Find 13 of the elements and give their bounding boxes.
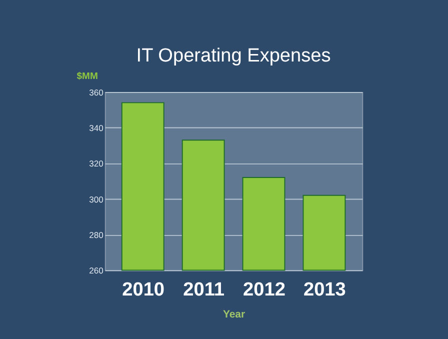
y-tick-label: 320 xyxy=(89,158,104,169)
x-tick-label: 2013 xyxy=(303,279,346,300)
y-tick-label: 340 xyxy=(89,122,104,133)
y-tick-label: 360 xyxy=(89,87,104,98)
x-tick-label: 2010 xyxy=(122,279,165,300)
x-tick-label: 2012 xyxy=(243,279,286,300)
y-tick-label: 260 xyxy=(89,266,104,276)
x-tick-label: 2011 xyxy=(183,279,225,300)
x-axis-title: Year xyxy=(222,309,246,320)
y-tick-label: 280 xyxy=(89,230,104,240)
chart-title: IT Operating Expenses xyxy=(136,45,331,66)
y-tick-label: 300 xyxy=(89,194,104,204)
y-axis-title: $MM xyxy=(76,71,98,82)
